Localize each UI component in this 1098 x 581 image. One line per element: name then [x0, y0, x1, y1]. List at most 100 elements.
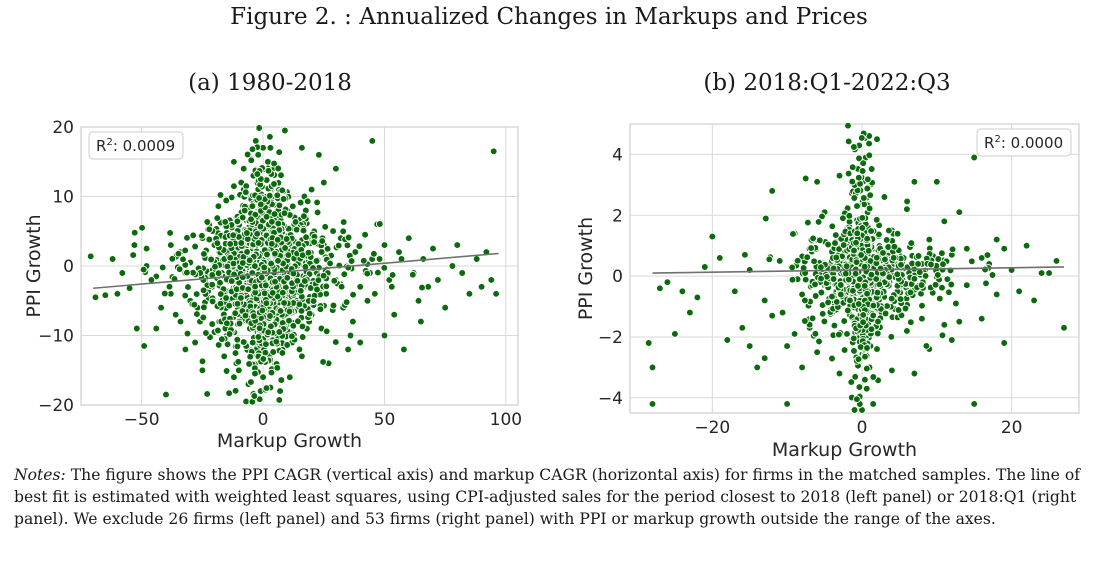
data-point — [162, 390, 170, 399]
data-point — [955, 208, 964, 217]
data-point — [487, 276, 496, 284]
data-point — [313, 198, 321, 207]
panel-a-title: (a) 1980-2018 — [188, 70, 352, 96]
data-point — [850, 246, 858, 255]
data-point — [854, 355, 863, 364]
data-point — [851, 269, 860, 278]
data-point — [166, 241, 175, 249]
data-point — [453, 241, 462, 249]
data-point — [832, 253, 841, 262]
data-point — [288, 202, 297, 211]
data-point — [663, 278, 672, 287]
data-point — [845, 211, 854, 220]
data-point — [872, 215, 881, 224]
data-point — [809, 234, 817, 243]
data-point — [844, 137, 853, 146]
data-point — [854, 282, 862, 290]
data-point — [775, 257, 784, 265]
data-point — [200, 303, 208, 312]
data-point — [434, 276, 442, 284]
data-point — [181, 345, 190, 354]
data-point — [700, 263, 709, 271]
data-point — [901, 304, 910, 313]
data-point — [897, 260, 905, 269]
data-point — [1030, 296, 1038, 305]
data-point — [869, 301, 878, 310]
data-point — [315, 150, 323, 159]
data-point — [903, 327, 911, 335]
data-point — [992, 290, 1001, 299]
data-point — [789, 230, 797, 238]
data-point — [298, 352, 306, 361]
data-point — [216, 278, 224, 287]
data-point — [844, 169, 853, 178]
data-point — [982, 279, 990, 288]
data-point — [882, 236, 891, 244]
data-point — [859, 311, 868, 319]
data-point — [853, 229, 862, 238]
data-point — [935, 294, 944, 303]
data-point — [940, 320, 949, 329]
data-point — [86, 252, 95, 261]
data-point — [281, 126, 289, 135]
y-tick-label: −2 — [598, 328, 623, 348]
data-point — [914, 260, 922, 268]
y-tick-label: 2 — [612, 206, 623, 226]
data-point — [843, 330, 851, 338]
data-point — [857, 251, 865, 259]
data-point — [843, 306, 852, 315]
data-point — [858, 224, 867, 232]
data-point — [404, 234, 413, 243]
data-point — [867, 165, 876, 173]
data-point — [945, 288, 953, 297]
data-point — [835, 369, 844, 378]
data-point — [1022, 241, 1031, 250]
data-point — [380, 331, 389, 340]
data-point — [1052, 257, 1061, 265]
data-point — [859, 194, 868, 202]
data-point — [266, 143, 275, 152]
y-tick-label: 4 — [612, 145, 623, 165]
data-point — [940, 217, 949, 226]
data-point — [858, 213, 867, 222]
data-point — [307, 185, 316, 194]
data-point — [856, 343, 865, 351]
data-point — [893, 229, 902, 238]
data-point — [230, 157, 238, 166]
data-point — [678, 287, 687, 296]
data-point — [849, 334, 858, 343]
data-point — [783, 400, 791, 408]
data-point — [765, 255, 774, 264]
data-point — [863, 175, 872, 184]
data-point — [191, 242, 199, 251]
data-point — [130, 241, 139, 249]
data-point — [851, 372, 860, 381]
data-point — [319, 358, 327, 366]
data-point — [815, 236, 824, 245]
data-point — [865, 139, 873, 148]
data-point — [142, 244, 151, 253]
data-point — [1000, 244, 1009, 253]
y-axis-label: PPI Growth — [575, 217, 597, 320]
data-point — [853, 202, 861, 210]
data-point — [656, 284, 664, 293]
data-point — [888, 366, 896, 375]
data-point — [852, 258, 861, 267]
data-point — [492, 289, 500, 298]
data-point — [1015, 287, 1023, 296]
data-point — [811, 280, 819, 289]
data-point — [848, 177, 857, 186]
x-tick-label: 20 — [1001, 418, 1023, 438]
data-point — [1045, 269, 1053, 277]
data-point — [906, 288, 915, 297]
data-point — [890, 242, 899, 251]
x-axis-label: Markup Growth — [772, 439, 917, 461]
data-point — [760, 354, 769, 363]
data-point — [400, 345, 408, 354]
data-point — [810, 257, 818, 266]
data-point — [166, 229, 174, 237]
data-point — [918, 301, 926, 310]
data-point — [867, 270, 876, 279]
data-point — [977, 314, 986, 323]
data-point — [988, 271, 997, 279]
